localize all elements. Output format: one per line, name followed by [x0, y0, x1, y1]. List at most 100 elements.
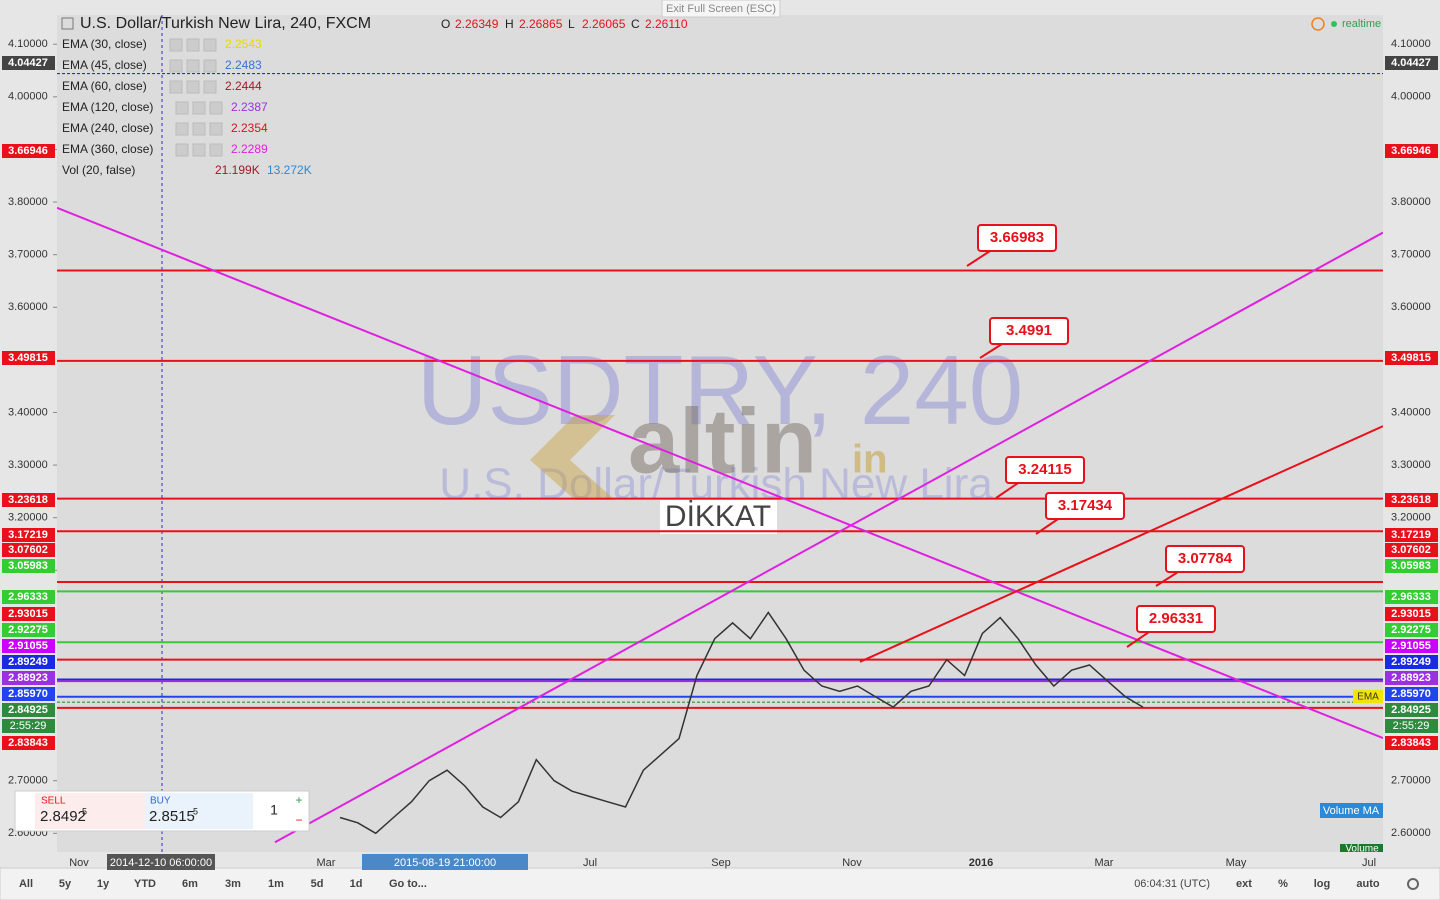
- price-tag-left: [2, 655, 55, 669]
- range-button[interactable]: 1y: [97, 878, 110, 890]
- x-axis-label: Mar: [1095, 857, 1114, 869]
- realtime-dot: [1331, 21, 1337, 27]
- indicator-icon[interactable]: [175, 122, 189, 136]
- y-tick-label: 3.40000: [8, 406, 48, 418]
- price-tag-left: [2, 687, 55, 701]
- indicator-icon[interactable]: [192, 143, 206, 157]
- price-tag-left: [2, 559, 55, 573]
- indicator-value: 2.2483: [225, 58, 262, 72]
- range-button[interactable]: 5y: [59, 878, 72, 890]
- indicator-icon[interactable]: [186, 59, 200, 73]
- price-tag-label-left: 2.89249: [8, 656, 48, 668]
- indicator-value: 2.2387: [231, 100, 268, 114]
- indicator-icon[interactable]: [175, 101, 189, 115]
- option-button[interactable]: %: [1278, 878, 1288, 890]
- price-tag-label-right: 3.07602: [1391, 544, 1431, 556]
- callout-pointer: [995, 482, 1019, 499]
- price-tag-label-left: 3.05983: [8, 560, 48, 572]
- price-tag-label-right: 3.49815: [1391, 352, 1431, 364]
- indicator-icon[interactable]: [209, 143, 223, 157]
- price-tag-left: [2, 543, 55, 557]
- indicator-icon[interactable]: [203, 80, 217, 94]
- indicator-icon[interactable]: [169, 38, 183, 52]
- indicator-icon[interactable]: [175, 143, 189, 157]
- indicator-icon[interactable]: [209, 101, 223, 115]
- callout-box: [989, 317, 1069, 345]
- volume-label: Volume: [1345, 844, 1379, 855]
- quantity[interactable]: 1: [270, 802, 278, 818]
- indicator-icon[interactable]: [192, 101, 206, 115]
- range-button[interactable]: 6m: [182, 878, 198, 890]
- callout-box: [1165, 545, 1245, 573]
- y-tick-label-right: 4.00000: [1391, 91, 1431, 103]
- range-button[interactable]: 5d: [311, 878, 324, 890]
- range-button[interactable]: 1m: [268, 878, 284, 890]
- logo-suffix: in: [852, 438, 888, 482]
- indicator-icon[interactable]: [203, 38, 217, 52]
- price-tag-left: [2, 493, 55, 507]
- toolbar: [0, 867, 1440, 900]
- indicator-icon[interactable]: [169, 80, 183, 94]
- volume-ma-value: 13.272K: [267, 163, 312, 177]
- option-button[interactable]: ext: [1236, 878, 1252, 890]
- range-button[interactable]: All: [19, 878, 33, 890]
- range-button[interactable]: 3m: [225, 878, 241, 890]
- price-tag-right: [1385, 543, 1438, 557]
- exit-fullscreen-button[interactable]: [661, 0, 781, 18]
- warning-text: DİKKAT: [665, 500, 771, 533]
- indicator-icon[interactable]: [186, 38, 200, 52]
- price-tag-label-right: 2.91055: [1391, 640, 1431, 652]
- sell-box[interactable]: [35, 793, 145, 829]
- volume-badge: [1340, 844, 1383, 852]
- option-button[interactable]: auto: [1356, 878, 1380, 890]
- y-tick-label-right: 3.30000: [1391, 459, 1431, 471]
- warning-icon[interactable]: [1311, 17, 1325, 31]
- price-tag-left: [2, 56, 55, 70]
- indicator-icon[interactable]: [203, 59, 217, 73]
- exit-fullscreen-text[interactable]: Exit Full Screen (ESC): [666, 3, 776, 15]
- callout-label: 3.4991: [1006, 322, 1052, 339]
- buy-box[interactable]: [145, 793, 253, 829]
- ohlc-value: 2.26349: [455, 17, 499, 31]
- price-tag-left: [2, 351, 55, 365]
- y-tick-label-right: 2.60000: [1391, 827, 1431, 839]
- logo-text: altin: [628, 390, 817, 492]
- x-label-highlight: [362, 854, 528, 870]
- price-tag-left: [2, 736, 55, 750]
- countdown-tag: [1385, 719, 1438, 733]
- price-tag-label-right: 3.66946: [1391, 145, 1431, 157]
- ohlc-value: 2.26110: [645, 17, 688, 31]
- collapse-button[interactable]: [61, 17, 74, 30]
- option-button[interactable]: log: [1314, 878, 1331, 890]
- callout-label: 3.66983: [990, 229, 1044, 246]
- price-tag-left: [2, 671, 55, 685]
- countdown-tag: [2, 719, 55, 733]
- qty-plus[interactable]: +: [295, 793, 302, 807]
- x-axis-label: Jul: [1362, 857, 1376, 869]
- range-button[interactable]: 1d: [350, 878, 363, 890]
- price-tag-left: [2, 703, 55, 717]
- indicator-icon[interactable]: [186, 80, 200, 94]
- buy-price: 2.8515: [149, 808, 195, 825]
- price-tag-left: [2, 607, 55, 621]
- settings-button[interactable]: [1407, 878, 1419, 890]
- indicator-name: EMA (60, close): [62, 79, 147, 93]
- volume-value: 21.199K: [215, 163, 260, 177]
- price-tag-left: [2, 639, 55, 653]
- indicator-icon[interactable]: [169, 59, 183, 73]
- range-button[interactable]: YTD: [134, 878, 156, 890]
- qty-minus[interactable]: −: [295, 813, 302, 827]
- goto-button[interactable]: Go to...: [389, 878, 427, 890]
- indicator-value: 2.2354: [231, 121, 268, 135]
- price-tag-label-left: 2.91055: [8, 640, 48, 652]
- indicator-icon[interactable]: [209, 122, 223, 136]
- price-tag-right: [1385, 623, 1438, 637]
- y-tick-label: 3.80000: [8, 196, 48, 208]
- trend-line: [57, 206, 1383, 740]
- buy-pip: 5: [193, 806, 198, 816]
- indicator-icon[interactable]: [192, 122, 206, 136]
- price-tag-label-right: 3.23618: [1391, 494, 1431, 506]
- y-tick-label-right: 3.60000: [1391, 301, 1431, 313]
